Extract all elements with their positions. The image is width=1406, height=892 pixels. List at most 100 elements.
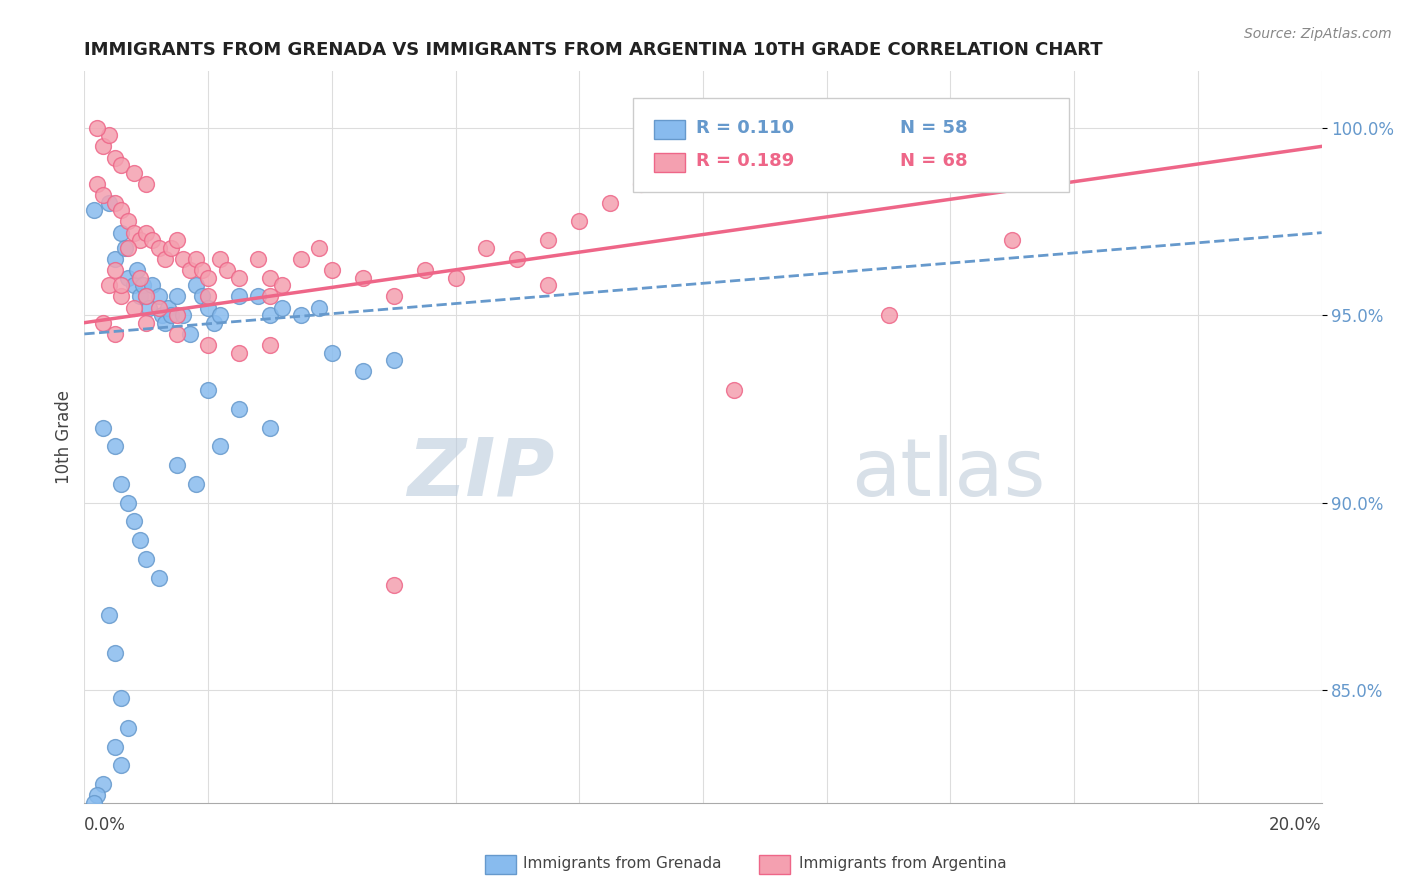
Point xyxy=(110,226,132,240)
Point xyxy=(86,789,108,803)
Point xyxy=(160,241,183,255)
Text: Immigrants from Grenada: Immigrants from Grenada xyxy=(523,856,721,871)
Point xyxy=(246,252,269,266)
Point xyxy=(290,252,312,266)
Text: Source: ZipAtlas.com: Source: ZipAtlas.com xyxy=(1244,27,1392,41)
Point xyxy=(259,338,281,352)
Point xyxy=(259,308,281,322)
Point xyxy=(104,440,127,454)
Point xyxy=(135,552,157,566)
Point xyxy=(83,796,105,810)
Point xyxy=(117,270,139,285)
Point xyxy=(129,533,152,548)
Point xyxy=(228,270,250,285)
Point xyxy=(104,739,127,754)
Point xyxy=(83,203,105,218)
Point xyxy=(568,214,591,228)
Point xyxy=(290,308,312,322)
Point xyxy=(104,252,127,266)
Point xyxy=(259,270,281,285)
Point xyxy=(138,301,160,315)
Point xyxy=(179,263,201,277)
Point xyxy=(352,270,374,285)
Point xyxy=(382,289,405,303)
Point xyxy=(209,440,232,454)
Point xyxy=(506,252,529,266)
Point xyxy=(148,241,170,255)
Point xyxy=(160,308,183,322)
Point xyxy=(184,252,207,266)
Y-axis label: 10th Grade: 10th Grade xyxy=(55,390,73,484)
Text: 0.0%: 0.0% xyxy=(84,816,127,834)
Point xyxy=(197,383,219,397)
Point xyxy=(352,364,374,378)
Text: N = 58: N = 58 xyxy=(900,119,967,136)
Point xyxy=(86,177,108,191)
Point xyxy=(228,345,250,359)
Point xyxy=(209,252,232,266)
Point xyxy=(135,289,157,303)
Point xyxy=(117,214,139,228)
Point xyxy=(122,278,145,293)
Text: R = 0.110: R = 0.110 xyxy=(696,119,794,136)
Point xyxy=(308,301,330,315)
Text: 20.0%: 20.0% xyxy=(1270,816,1322,834)
Point xyxy=(86,120,108,135)
Point xyxy=(172,308,194,322)
Point xyxy=(91,139,114,153)
Point xyxy=(166,458,188,473)
Point xyxy=(413,263,436,277)
Point xyxy=(135,316,157,330)
Point xyxy=(382,353,405,368)
Point xyxy=(321,345,343,359)
Point xyxy=(382,578,405,592)
Point xyxy=(153,316,176,330)
Point xyxy=(1001,233,1024,247)
Point xyxy=(877,308,900,322)
Point xyxy=(191,289,214,303)
Text: IMMIGRANTS FROM GRENADA VS IMMIGRANTS FROM ARGENTINA 10TH GRADE CORRELATION CHAR: IMMIGRANTS FROM GRENADA VS IMMIGRANTS FR… xyxy=(84,41,1102,59)
Point xyxy=(444,270,467,285)
Point xyxy=(271,301,294,315)
Point xyxy=(104,151,127,165)
Text: ZIP: ZIP xyxy=(408,434,554,513)
Point xyxy=(228,401,250,416)
Text: R = 0.189: R = 0.189 xyxy=(696,152,794,169)
Point xyxy=(91,420,114,434)
Point xyxy=(122,515,145,529)
Point xyxy=(98,608,121,623)
Point xyxy=(148,571,170,585)
Point xyxy=(110,758,132,772)
Point xyxy=(110,203,132,218)
Point xyxy=(246,289,269,303)
Point xyxy=(117,241,139,255)
Point xyxy=(98,195,121,210)
Point xyxy=(104,263,127,277)
Point xyxy=(104,195,127,210)
Point xyxy=(271,278,294,293)
Point xyxy=(184,477,207,491)
Point xyxy=(114,241,136,255)
Point xyxy=(129,270,152,285)
Point xyxy=(308,241,330,255)
Point xyxy=(122,166,145,180)
Point xyxy=(122,226,145,240)
Point xyxy=(197,301,219,315)
Point xyxy=(91,777,114,791)
Point xyxy=(475,241,498,255)
Point xyxy=(141,233,163,247)
Point xyxy=(599,195,621,210)
Point xyxy=(150,308,173,322)
Point xyxy=(228,289,250,303)
Point xyxy=(135,289,157,303)
Point xyxy=(202,316,225,330)
Point xyxy=(215,263,238,277)
Point xyxy=(125,263,148,277)
Point xyxy=(148,301,170,315)
Point xyxy=(197,289,219,303)
Point xyxy=(129,233,152,247)
Point xyxy=(259,289,281,303)
Point xyxy=(135,177,157,191)
Point xyxy=(98,128,121,142)
Point xyxy=(110,289,132,303)
